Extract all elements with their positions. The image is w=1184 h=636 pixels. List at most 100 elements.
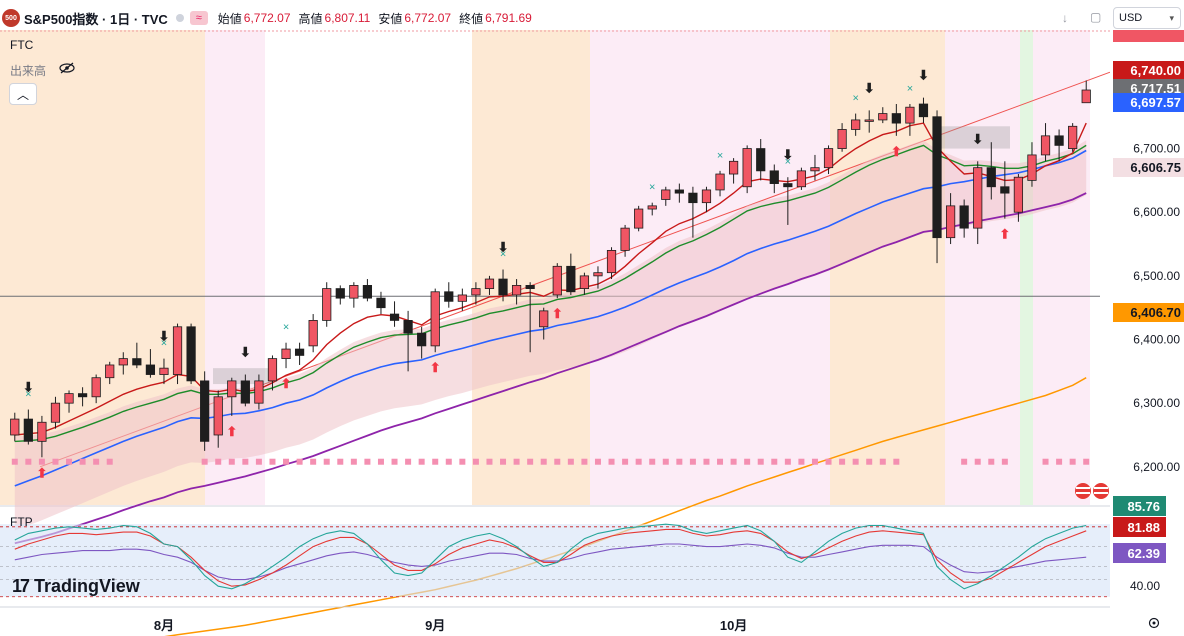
ftc-indicator-label[interactable]: FTC [10,38,34,52]
collapse-button[interactable]: ︿ [9,83,37,105]
signal-cross-47: × [649,182,655,194]
compare-icon[interactable]: ≈ [189,11,208,25]
signal-square-4 [66,458,73,465]
signal-square-1 [25,458,32,465]
candle-61 [837,123,847,152]
signal-square-56 [771,458,778,465]
candle-49 [674,183,684,203]
candle-body [769,170,779,184]
candle-body [932,116,942,239]
signal-square-35 [486,458,493,465]
symbol-title[interactable]: S&P500指数 · 1日 · TVC [24,11,168,27]
candle-21 [294,342,305,365]
signal-square-72 [988,458,995,465]
candle-1 [23,409,33,445]
signal-square-23 [323,458,330,465]
candle-29 [403,310,413,372]
candle-body [593,272,603,277]
price-tag-text: 6,717.51 [1130,81,1181,96]
arrow-down-icon[interactable]: ↓ [1062,11,1068,25]
signal-square-71 [974,458,981,465]
candle-body [471,288,481,296]
signal-square-58 [798,458,805,465]
maximize-icon[interactable]: ▢ [1090,10,1102,24]
signal-down-arrow-63: ⬇ [864,80,875,95]
candle-body [905,106,915,124]
candle-body [661,189,671,200]
us-flag-icons [1075,483,1109,499]
tradingview-logo[interactable]: 17 TradingView [12,576,140,597]
candle-body [851,119,861,130]
candle-body [23,418,33,442]
signal-square-79 [1083,458,1090,465]
signal-up-arrow-73: ⬆ [999,227,1010,242]
price-tag-2: 6,697.57 [1113,93,1184,112]
chart-header: 500 S&P500指数 · 1日 · TVC ≈ 始値 6,772.07 高値… [0,6,540,30]
candle-50 [688,186,698,238]
candle-body [362,285,373,299]
signal-square-45 [622,458,629,465]
range-box-lower [213,368,273,385]
candle-body [823,148,834,169]
signal-square-59 [811,458,818,465]
candle-body [91,377,101,398]
signal-up-arrow-20: ⬆ [281,376,292,391]
signal-square-20 [283,458,290,465]
candle-79 [1081,80,1091,104]
signal-cross-20: × [283,322,289,334]
price-tick-2: 6,400.00 [1133,333,1180,347]
time-tick-2: 10月 [720,618,747,633]
candle-44 [606,247,617,280]
candle-body [566,265,576,293]
high-label: 高値 [298,11,323,26]
signal-square-49 [676,458,683,465]
symbol-badge: 500 [2,9,20,27]
signal-down-arrow-11: ⬇ [159,329,170,344]
session-band-6 [1020,30,1033,505]
candle-36 [498,269,508,302]
signal-square-2 [38,458,45,465]
currency-value: USD [1119,12,1143,24]
session-bands [0,30,1090,505]
candle-45 [620,224,630,257]
candle-body [742,148,752,188]
candle-body [50,402,61,423]
candle-51 [701,186,712,213]
candle-body [620,227,630,251]
status-dot-icon [175,14,184,22]
candle-19 [267,355,278,391]
osc-tag-text: 81.88 [1127,520,1160,535]
signal-square-5 [79,458,86,465]
currency-select[interactable]: USD ▾ [1113,7,1181,29]
signal-square-15 [215,458,222,465]
candle-8 [118,352,128,375]
close-value: 6,791.69 [485,11,532,25]
candle-59 [810,154,820,181]
ema-slow-line [14,149,1087,487]
candle-body [10,418,20,436]
signal-square-34 [472,458,479,465]
settings-gear-icon[interactable] [1147,616,1161,630]
eye-hidden-icon[interactable] [58,61,76,75]
candle-body [172,326,183,375]
signal-square-18 [255,458,262,465]
price-tag-4: 6,406.70 [1113,303,1184,322]
candle-body [186,326,196,382]
osc-red-line [14,528,1087,587]
ftp-indicator-label[interactable]: FTP [10,515,33,529]
open-value: 6,772.07 [243,11,291,25]
signal-cross-66: × [907,83,913,95]
signal-square-37 [513,458,520,465]
signal-square-28 [391,458,398,465]
volume-indicator-label[interactable]: 出来高 [10,64,47,78]
candle-body [457,294,467,302]
candle-58 [796,167,807,190]
signal-cross-52: × [717,150,723,162]
signal-square-77 [1056,458,1063,465]
osc-tag-bg [1113,496,1166,516]
candle-67 [918,97,929,124]
signal-square-78 [1069,458,1076,465]
signal-square-25 [350,458,357,465]
signal-square-76 [1042,458,1049,465]
